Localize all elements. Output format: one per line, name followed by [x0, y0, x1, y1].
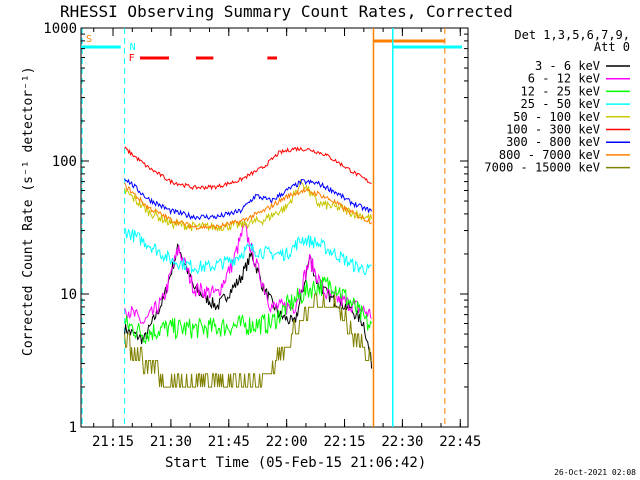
series-line-4 [124, 179, 373, 232]
x-tick-label: 21:15 [92, 434, 134, 450]
y-tick-label: 100 [52, 154, 77, 170]
series-line-2 [124, 276, 373, 345]
legend-entry-label: 7000 - 15000 keV [484, 161, 600, 175]
series-line-7 [124, 182, 372, 231]
legend-entry-label: 100 - 300 keV [506, 123, 600, 137]
y-tick-label: 1 [69, 420, 77, 436]
y-tick-label: 1000 [43, 21, 77, 37]
flag-layer: S NF [81, 28, 462, 427]
legend-header-line-2: Att 0 [594, 40, 630, 54]
chart-title: RHESSI Observing Summary Count Rates, Co… [60, 2, 513, 21]
series-line-5 [124, 146, 372, 191]
series-line-6 [124, 178, 373, 221]
series-line-8 [124, 293, 372, 388]
saa-flag-label: S [86, 34, 92, 45]
x-tick-label: 22:00 [266, 434, 308, 450]
legend-entry-label: 6 - 12 keV [528, 72, 600, 86]
x-tick-label: 22:15 [323, 434, 365, 450]
y-axis-label: Corrected Count Rate (s⁻¹ detector⁻¹) [21, 66, 36, 356]
x-tick-label: 22:45 [439, 434, 481, 450]
x-tick-label: 21:45 [208, 434, 250, 450]
flare-flag-label: F [129, 53, 135, 64]
x-tick-label: 21:30 [150, 434, 192, 450]
legend-entry-label: 50 - 100 keV [513, 110, 600, 124]
plot-frame [80, 27, 469, 428]
legend-entry-label: 300 - 800 keV [506, 135, 600, 149]
legend-entry-label: 25 - 50 keV [521, 97, 600, 111]
series-layer [124, 146, 373, 388]
axes-layer: 21:15 21:30 21:45 22:00 22:15 22:30 22:45 1 10 10… [43, 21, 481, 450]
x-axis-label: Start Time (05-Feb-15 21:06:42) [165, 455, 426, 471]
legend-header-line-1: Det 1,3,5,6,7,9, [514, 28, 630, 42]
legend-entry-label: 3 - 6 keV [535, 59, 600, 73]
legend-entry-label: 800 - 7000 keV [499, 148, 600, 162]
series-line-1 [124, 223, 372, 325]
x-tick-label: 22:30 [381, 434, 423, 450]
footer-timestamp: 26-Oct-2021 02:08 [554, 468, 636, 477]
night-flag-label: N [130, 42, 136, 53]
series-line-3 [124, 227, 372, 276]
series-line-0 [124, 243, 373, 369]
y-tick-label: 10 [60, 287, 77, 303]
legend-entry-label: 12 - 25 keV [521, 84, 600, 98]
